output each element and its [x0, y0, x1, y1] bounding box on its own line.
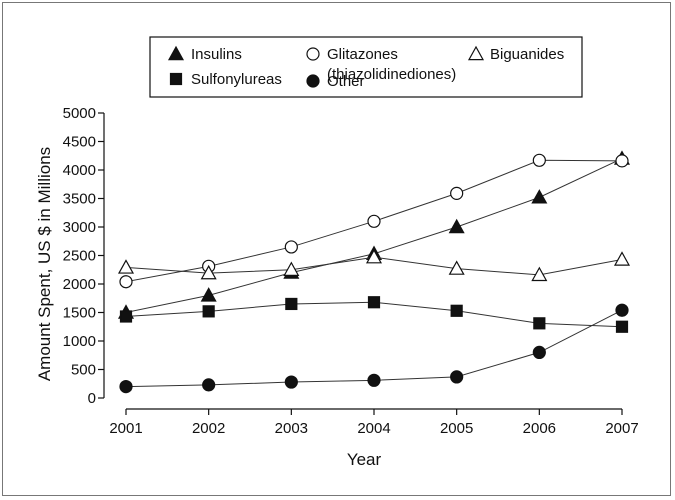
data-point — [531, 266, 548, 282]
data-point — [283, 261, 300, 276]
data-point — [119, 275, 133, 289]
x-tick-label: 2006 — [523, 420, 556, 437]
x-tick-label: 2002 — [192, 420, 225, 437]
data-point — [615, 154, 629, 168]
series-layer — [117, 150, 631, 394]
legend-marker — [306, 74, 320, 88]
x-tick-label: 2005 — [440, 420, 473, 437]
series-insulins — [117, 150, 631, 319]
legend-label-line2: (thiazolidinediones) — [327, 66, 456, 83]
legend-label: Other — [327, 73, 365, 90]
data-point — [119, 310, 133, 323]
series-sulfonylureas — [119, 296, 629, 333]
data-point — [615, 303, 629, 317]
legend-marker — [306, 47, 320, 61]
x-tick-label: 2001 — [109, 420, 142, 437]
y-tick-label: 1500 — [63, 305, 96, 322]
data-point — [448, 218, 465, 234]
data-point — [285, 297, 298, 311]
legend-marker — [167, 45, 185, 61]
legend: Insulins Sulfonylureas Glitazones (thiazoli… — [149, 36, 583, 98]
data-point — [284, 240, 298, 254]
data-point — [615, 320, 629, 333]
series-other — [119, 303, 629, 394]
legend-box — [149, 36, 583, 98]
data-point — [367, 214, 381, 228]
y-axis-title: Amount Spent, US $ in Millions — [35, 147, 54, 381]
data-point — [532, 345, 546, 359]
x-tick-label: 2004 — [357, 420, 390, 437]
y-tick-label: 4500 — [63, 134, 96, 151]
legend-label: Insulins — [191, 46, 242, 63]
data-point — [367, 373, 381, 387]
x-tick-label: 2007 — [605, 420, 638, 437]
axes: 0 500 1000 1500 2000 2500 3000 3500 4000 4500 5000… — [63, 105, 639, 437]
y-tick-label: 500 — [71, 362, 96, 379]
data-point — [450, 186, 464, 200]
series-line — [125, 158, 623, 313]
data-point — [365, 248, 383, 264]
data-point — [450, 370, 464, 384]
y-tick-label: 0 — [88, 390, 96, 407]
data-point — [284, 375, 298, 389]
y-tick-label: 2500 — [63, 248, 96, 265]
data-point — [202, 378, 216, 392]
data-point — [117, 259, 135, 274]
data-point — [367, 296, 381, 309]
data-point — [531, 189, 548, 204]
data-point — [119, 380, 133, 394]
legend-marker — [467, 45, 485, 61]
data-point — [448, 260, 465, 275]
data-point — [202, 305, 215, 318]
series-glitazones — [119, 153, 629, 289]
legend-marker — [169, 72, 183, 86]
data-point — [613, 251, 631, 266]
data-point — [200, 287, 217, 302]
legend-label: Glitazones — [327, 46, 398, 63]
legend-label: Sulfonylureas — [191, 71, 282, 88]
data-point — [533, 317, 546, 330]
y-tick-label: 1000 — [63, 333, 96, 350]
y-tick-label: 5000 — [63, 105, 96, 122]
x-tick-label: 2003 — [275, 420, 308, 437]
data-point — [450, 304, 463, 317]
y-tick-label: 3500 — [63, 191, 96, 208]
y-tick-label: 3000 — [63, 219, 96, 236]
y-tick-label: 2000 — [63, 276, 96, 293]
series-biguanides — [117, 248, 631, 282]
data-point — [200, 264, 217, 280]
data-point — [532, 153, 546, 167]
x-axis-title: Year — [347, 450, 382, 469]
y-tick-label: 4000 — [63, 162, 96, 179]
legend-label: Biguanides — [490, 46, 564, 63]
